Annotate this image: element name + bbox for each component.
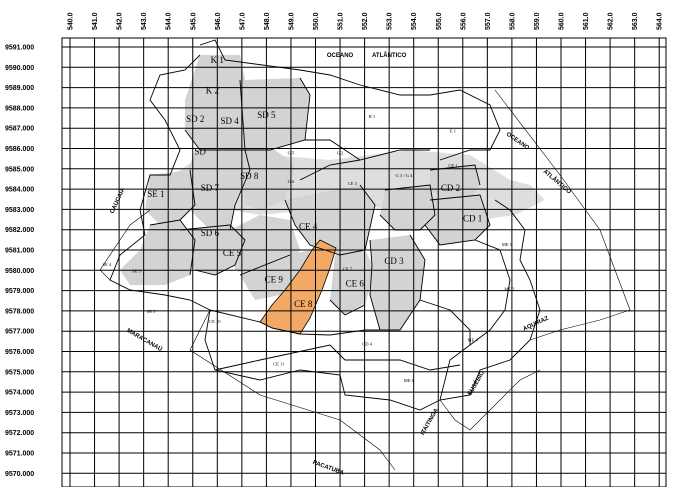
small-zone-label: CE 10 bbox=[209, 319, 221, 324]
zone-labels: K 1 K 2 SD 2 SD 4 SD 5 SD SD 7 SD 8 SE 1 SD 6CE 5… bbox=[147, 55, 482, 309]
small-zone-label: G 6 bbox=[288, 179, 295, 184]
x-tick-labels: 540.0 541.0 542.0 543.0 544.0 545.0 546.0 547.0… bbox=[68, 12, 664, 30]
y-tick-label: 9588.000 bbox=[5, 105, 34, 112]
y-tick-label: 9591.000 bbox=[5, 45, 34, 52]
zone-label: SD 5 bbox=[257, 110, 276, 120]
zone-label: CE 9 bbox=[265, 274, 284, 284]
y-tick-label: 9572.000 bbox=[5, 430, 34, 437]
small-zone-label: CD 4 bbox=[362, 341, 372, 346]
x-tick-label: 553.0 bbox=[387, 12, 394, 30]
small-zone-label: G 3 / G 4 bbox=[396, 173, 413, 178]
zone-label: SD 4 bbox=[220, 116, 239, 126]
x-tick-label: 564.0 bbox=[657, 12, 664, 30]
y-tick-labels: 9591.000 9590.000 9589.000 9588.000 9587.000… bbox=[5, 45, 34, 478]
y-tick-label: 9578.000 bbox=[5, 308, 34, 315]
zone-label: CE 5 bbox=[223, 248, 242, 258]
x-tick-label: 558.0 bbox=[509, 12, 516, 30]
y-tick-label: 9571.000 bbox=[5, 451, 34, 458]
x-tick-label: 561.0 bbox=[583, 12, 590, 30]
zone-label: CE 4 bbox=[299, 222, 318, 232]
small-zone-label: ME 4 bbox=[468, 337, 479, 342]
y-tick-label: 9580.000 bbox=[5, 268, 34, 275]
zone-label: SD 8 bbox=[240, 171, 259, 181]
y-tick-label: 9586.000 bbox=[5, 146, 34, 153]
zone-label: SD 6 bbox=[201, 228, 220, 238]
y-tick-label: 9587.000 bbox=[5, 126, 34, 133]
coordinate-grid bbox=[61, 37, 667, 487]
y-tick-label: 9582.000 bbox=[5, 227, 34, 234]
zone-label: SD bbox=[194, 147, 206, 157]
zone-label: CD 3 bbox=[384, 256, 404, 266]
x-tick-label: 554.0 bbox=[411, 12, 418, 30]
small-zone-label: ME 6 bbox=[404, 378, 415, 383]
small-zone-label: ME 2 bbox=[504, 287, 514, 292]
x-tick-label: 562.0 bbox=[608, 12, 615, 30]
zone-label: CE 6 bbox=[346, 279, 365, 289]
y-tick-label: 9579.000 bbox=[5, 288, 34, 295]
small-zone-label: CE 3 bbox=[348, 181, 358, 186]
y-tick-label: 9589.000 bbox=[5, 85, 34, 92]
small-zone-label: CE 7 bbox=[343, 266, 353, 271]
small-zone-label: SE 3 bbox=[132, 268, 141, 273]
zone-label: K 2 bbox=[206, 86, 219, 96]
y-tick-label: 9570.000 bbox=[5, 471, 34, 478]
x-tick-label: 548.0 bbox=[264, 12, 271, 30]
x-tick-label: 555.0 bbox=[436, 12, 443, 30]
small-zone-label: G 2 bbox=[337, 151, 344, 156]
y-tick-label: 9590.000 bbox=[5, 65, 34, 72]
y-tick-label: 9583.000 bbox=[5, 207, 34, 214]
x-tick-label: 559.0 bbox=[534, 12, 541, 30]
x-tick-label: 540.0 bbox=[68, 12, 75, 30]
x-tick-label: 552.0 bbox=[362, 12, 369, 30]
x-tick-label: 542.0 bbox=[117, 12, 124, 30]
x-tick-label: 545.0 bbox=[190, 12, 197, 30]
map-frame bbox=[61, 37, 667, 487]
small-zone-label: G 5 bbox=[288, 151, 295, 156]
small-zone-label: E 1 bbox=[450, 128, 456, 133]
place-label: OCEANO bbox=[327, 53, 354, 59]
zone-label: K 1 bbox=[211, 55, 224, 65]
zone-label: SD 7 bbox=[201, 183, 220, 193]
small-zone-label: B 1 bbox=[369, 114, 375, 119]
zone-label: SE 1 bbox=[147, 189, 164, 199]
x-tick-label: 546.0 bbox=[215, 12, 222, 30]
y-tick-label: 9575.000 bbox=[5, 369, 34, 376]
x-tick-label: 551.0 bbox=[338, 12, 345, 30]
x-tick-label: 557.0 bbox=[485, 12, 492, 30]
x-tick-label: 541.0 bbox=[92, 12, 99, 30]
municipality-outline bbox=[99, 89, 631, 471]
y-tick-label: 9581.000 bbox=[5, 248, 34, 255]
zone-label: CE 8 bbox=[294, 299, 313, 309]
small-zone-labels: G 5 G 2 G 6 G 3 / G 4 CE 3 CE 1 E 1 B 1 SE 3 SE 4… bbox=[103, 114, 515, 383]
x-tick-label: 549.0 bbox=[288, 12, 295, 30]
y-tick-label: 9585.000 bbox=[5, 166, 34, 173]
y-tick-label: 9573.000 bbox=[5, 410, 34, 417]
y-tick-label: 9576.000 bbox=[5, 349, 34, 356]
place-label: ATLÂNTICO bbox=[372, 52, 407, 59]
zone-label: CD 1 bbox=[463, 214, 482, 224]
y-tick-label: 9574.000 bbox=[5, 390, 34, 397]
x-tick-label: 544.0 bbox=[166, 12, 173, 30]
x-tick-label: 550.0 bbox=[313, 12, 320, 30]
x-tick-label: 560.0 bbox=[559, 12, 566, 30]
zone-label: CD 2 bbox=[441, 183, 460, 193]
small-zone-label: ME 1 bbox=[502, 242, 512, 247]
zone-label: SD 2 bbox=[186, 114, 204, 124]
x-tick-label: 547.0 bbox=[239, 12, 246, 30]
y-tick-label: 9577.000 bbox=[5, 329, 34, 336]
y-tick-label: 9584.000 bbox=[5, 187, 34, 194]
x-tick-label: 563.0 bbox=[632, 12, 639, 30]
small-zone-label: SE 4 bbox=[103, 262, 112, 267]
small-zone-label: CE 1 bbox=[448, 163, 457, 168]
zone-boundaries bbox=[109, 39, 541, 411]
x-tick-label: 556.0 bbox=[460, 12, 467, 30]
x-tick-label: 543.0 bbox=[141, 12, 148, 30]
small-zone-label: CE 11 bbox=[273, 362, 284, 367]
small-zone-label: SE 5 bbox=[147, 309, 156, 314]
